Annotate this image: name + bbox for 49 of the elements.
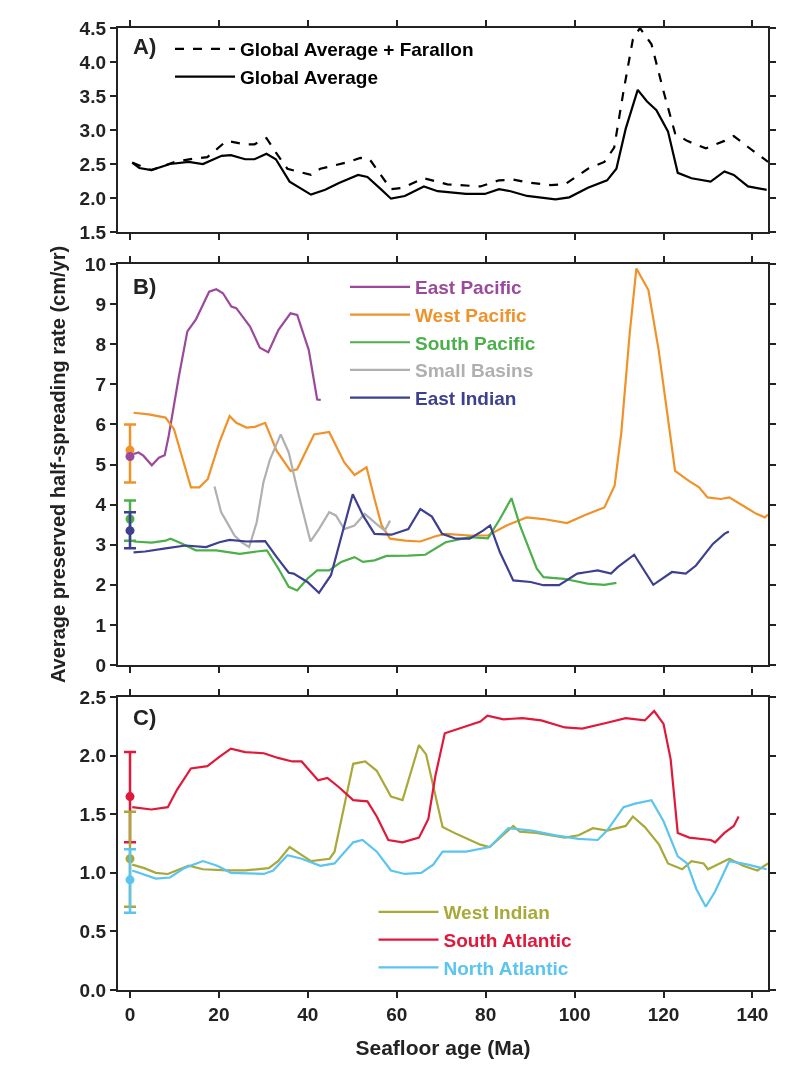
legend-label: West Indian xyxy=(443,902,550,924)
legend-label: East Indian xyxy=(415,388,517,410)
y-tick-label: 0 xyxy=(95,654,106,676)
y-tick-label: 2.0 xyxy=(79,745,106,767)
y-tick-label: 7 xyxy=(95,373,106,395)
y-axis-title: Average preserved half-spreading rate (cm/yr) xyxy=(46,245,69,684)
x-tick-label: 20 xyxy=(208,1004,230,1025)
y-tick-label: 3.0 xyxy=(79,119,106,141)
legend-label: South Pacific xyxy=(415,332,536,354)
line-series xyxy=(132,267,768,543)
x-tick-label: 100 xyxy=(558,1004,591,1025)
y-tick-label: 4.5 xyxy=(79,17,107,39)
y-tick-label: 2.5 xyxy=(79,153,107,175)
legend-label: Global Average + Farallon xyxy=(240,39,474,61)
y-tick-label: 4.0 xyxy=(79,51,106,73)
x-tick-label: 0 xyxy=(124,1004,136,1025)
legend-label: West Pacific xyxy=(415,304,528,326)
annotation: B) xyxy=(133,274,157,299)
x-tick-label: 40 xyxy=(297,1004,319,1025)
y-tick-label: 10 xyxy=(84,253,106,275)
y-tick-label: 4 xyxy=(95,494,107,516)
y-tick-label: 8 xyxy=(95,333,106,355)
x-tick-label: 140 xyxy=(736,1004,769,1025)
legend-label: East Pacific xyxy=(415,277,523,299)
y-tick-label: 1.5 xyxy=(79,803,107,825)
y-tick-label: 2.5 xyxy=(79,686,107,708)
legend-label: North Atlantic xyxy=(443,957,569,979)
annotation: C) xyxy=(133,705,157,730)
y-tick-label: 6 xyxy=(95,414,106,436)
x-tick-label: 120 xyxy=(647,1004,680,1025)
annotation: A) xyxy=(133,34,157,59)
y-tick-label: 2 xyxy=(95,574,106,596)
y-tick-label: 3.5 xyxy=(79,85,107,107)
y-tick-label: 0.5 xyxy=(79,921,107,943)
y-tick-label: 5 xyxy=(95,454,107,476)
y-tick-label: 9 xyxy=(95,293,106,315)
y-tick-label: 1.0 xyxy=(79,862,106,884)
legend-label: Global Average xyxy=(240,67,378,88)
line-series xyxy=(213,433,392,549)
x-tick-label: 80 xyxy=(475,1004,497,1025)
y-tick-label: 0.0 xyxy=(79,979,106,1001)
x-tick-label: 60 xyxy=(386,1004,408,1025)
y-tick-label: 3 xyxy=(95,534,106,556)
x-axis-title: Seafloor age (Ma) xyxy=(355,1035,531,1059)
legend-label: Small Basins xyxy=(415,360,534,382)
y-tick-label: 1.5 xyxy=(79,221,107,243)
y-tick-label: 1 xyxy=(95,614,107,636)
legend-label: South Atlantic xyxy=(443,930,572,952)
y-tick-label: 2.0 xyxy=(79,187,106,209)
